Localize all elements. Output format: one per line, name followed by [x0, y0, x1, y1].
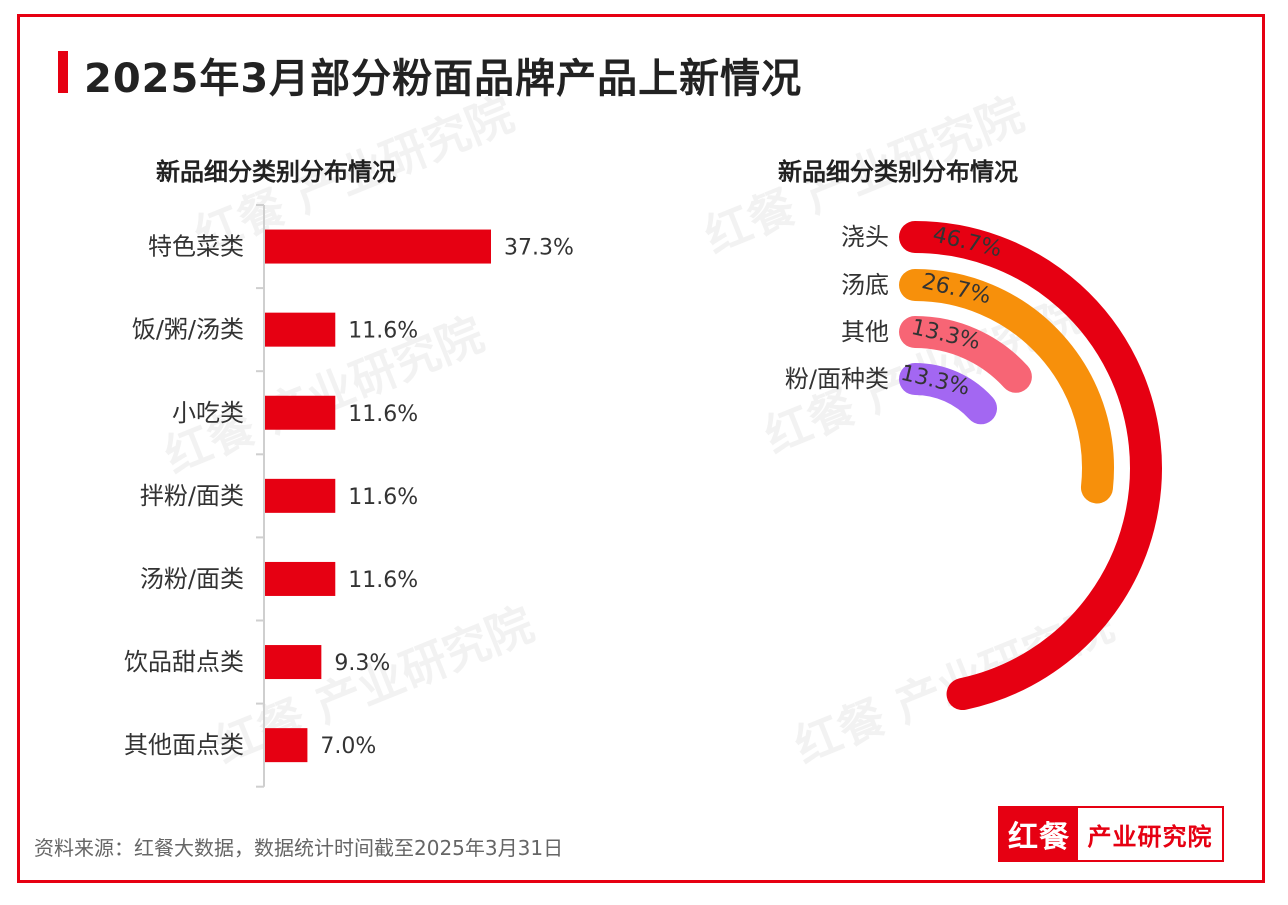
brand-logo: 红餐 产业研究院 — [998, 806, 1224, 862]
category-label: 特色菜类 — [148, 233, 244, 261]
bar — [265, 645, 322, 680]
category-label: 汤粉/面类 — [140, 565, 244, 593]
category-label: 饭/粥/汤类 — [132, 316, 244, 344]
category-label: 小吃类 — [172, 399, 244, 427]
data-label: 11.6% — [348, 485, 418, 510]
page-title: 2025年3月部分粉面品牌产品上新情况 — [84, 56, 803, 102]
bar — [265, 478, 336, 513]
category-label: 浇头 — [841, 223, 889, 251]
category-label: 拌粉/面类 — [140, 482, 244, 510]
logo-mark: 红餐 — [1000, 808, 1078, 860]
category-label: 汤底 — [841, 271, 889, 299]
data-label: 11.6% — [348, 319, 418, 344]
chart-frame — [17, 14, 1265, 883]
radial-bar — [899, 221, 1162, 711]
data-label: 7.0% — [320, 734, 376, 759]
radial-bar — [899, 269, 1114, 504]
bar — [265, 229, 491, 264]
radial-bar-chart: 浇头 46.7%汤底 26.7%其他 13.3%粉/面种类 13.3% — [785, 221, 1162, 711]
radial-chart-title: 新品细分类别分布情况 — [778, 158, 1018, 186]
title-accent-bar — [58, 51, 68, 93]
bar — [265, 312, 336, 347]
bar — [265, 561, 336, 596]
radial-bar — [899, 316, 1032, 393]
bar — [265, 728, 308, 763]
bar-chart-title: 新品细分类别分布情况 — [156, 158, 396, 186]
category-label: 饮品甜点类 — [124, 648, 244, 676]
source-note: 资料来源：红餐大数据，数据统计时间截至2025年3月31日 — [34, 836, 564, 860]
data-label: 11.6% — [348, 402, 418, 427]
category-label: 其他面点类 — [124, 731, 244, 759]
radial-bar — [899, 363, 998, 425]
data-label: 11.6% — [348, 568, 418, 593]
bar-chart: 特色菜类 37.3% 饭/粥/汤类 11.6% 小吃类 11.6% 拌粉/面类 11.6% 汤粉… — [124, 204, 574, 788]
data-label: 37.3% — [504, 236, 574, 261]
category-label: 其他 — [841, 318, 889, 346]
category-label: 粉/面种类 — [785, 365, 889, 393]
logo-text: 产业研究院 — [1087, 822, 1213, 851]
bar — [265, 395, 336, 430]
data-label: 9.3% — [334, 651, 390, 676]
